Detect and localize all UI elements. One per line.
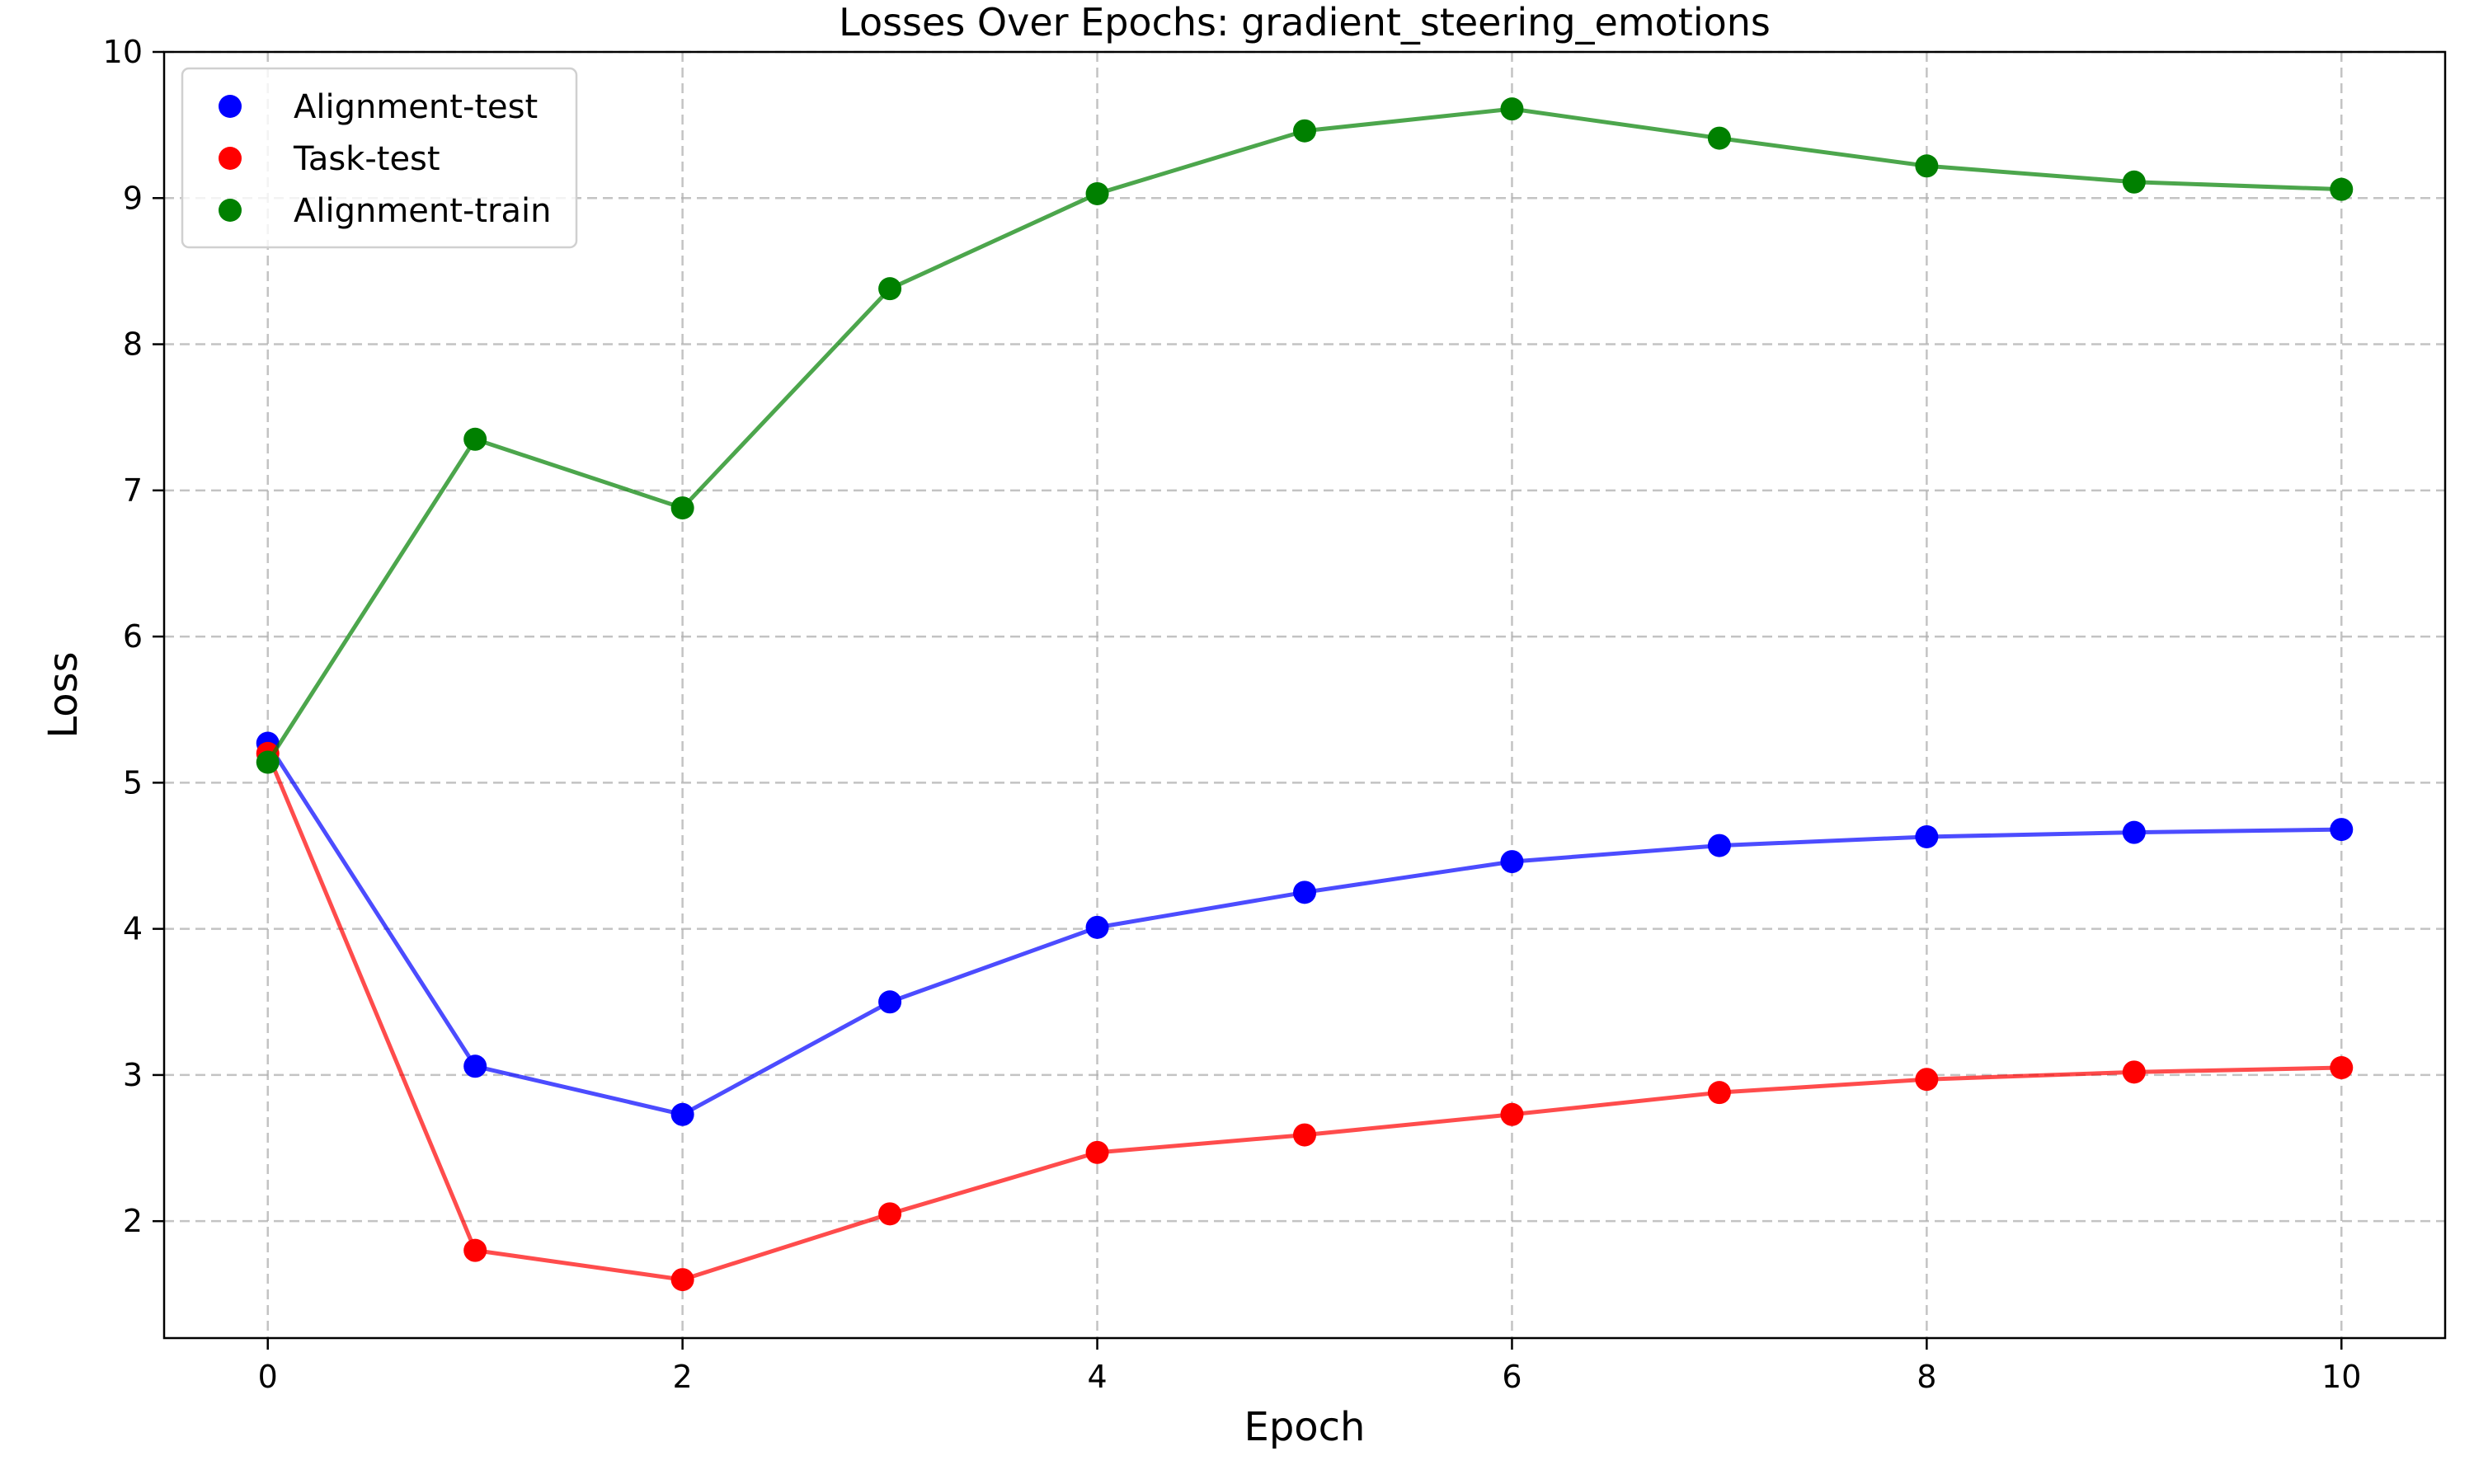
data-point-alignment-test bbox=[1707, 834, 1731, 857]
x-tick-label: 6 bbox=[1502, 1359, 1522, 1395]
y-axis-label: Loss bbox=[40, 651, 87, 738]
legend-box bbox=[181, 67, 578, 249]
legend-label-alignment-test: Alignment-test bbox=[294, 88, 538, 126]
legend-marker-task-test bbox=[219, 147, 242, 170]
y-tick-label: 8 bbox=[123, 326, 143, 363]
data-point-alignment-test bbox=[878, 990, 902, 1014]
y-tick-label: 2 bbox=[123, 1203, 143, 1239]
x-tick-label: 8 bbox=[1917, 1359, 1936, 1395]
plot-series bbox=[256, 97, 2354, 1292]
series-line-alignment-train bbox=[266, 106, 2342, 763]
data-point-alignment-train bbox=[1915, 154, 1939, 178]
data-point-task-test bbox=[1915, 1068, 1939, 1092]
data-point-alignment-test bbox=[2330, 818, 2354, 842]
data-point-alignment-train bbox=[1500, 97, 1524, 121]
data-point-alignment-train bbox=[2122, 170, 2146, 194]
x-tick-label: 4 bbox=[1087, 1359, 1107, 1395]
data-point-alignment-train bbox=[1085, 181, 1109, 205]
data-point-task-test bbox=[1707, 1081, 1731, 1105]
data-point-task-test bbox=[878, 1202, 902, 1226]
data-point-alignment-test bbox=[1293, 881, 1316, 904]
data-point-task-test bbox=[2122, 1060, 2146, 1084]
data-point-alignment-train bbox=[878, 277, 902, 301]
legend-marker-alignment-train bbox=[219, 199, 242, 222]
data-point-alignment-test bbox=[1085, 915, 1109, 939]
data-point-alignment-train bbox=[2330, 177, 2354, 201]
data-point-alignment-train bbox=[670, 496, 694, 520]
data-point-task-test bbox=[463, 1238, 487, 1262]
x-tick-label: 10 bbox=[2321, 1359, 2361, 1395]
series-line-task-test bbox=[266, 752, 2342, 1282]
data-point-alignment-test bbox=[670, 1102, 694, 1126]
data-point-task-test bbox=[1085, 1140, 1109, 1164]
x-axis-label: Epoch bbox=[1244, 1404, 1366, 1450]
data-point-alignment-train bbox=[463, 427, 487, 451]
legend-label-alignment-train: Alignment-train bbox=[294, 192, 551, 230]
y-tick-label: 3 bbox=[123, 1057, 143, 1093]
data-point-alignment-train bbox=[256, 750, 280, 774]
data-point-alignment-test bbox=[1915, 824, 1939, 848]
data-point-alignment-train bbox=[1293, 119, 1316, 143]
data-point-task-test bbox=[1293, 1123, 1316, 1147]
legend-marker-alignment-test bbox=[219, 95, 242, 118]
x-tick-label: 2 bbox=[673, 1359, 693, 1395]
y-tick-label: 5 bbox=[123, 764, 143, 801]
axis-ticks: 0 2 4 6 8 10 2 3 4 5 6 7 8 9 10 bbox=[103, 34, 2362, 1395]
data-point-alignment-train bbox=[1707, 126, 1731, 150]
chart-title: Losses Over Epochs: gradient_steering_em… bbox=[839, 0, 1771, 45]
data-point-alignment-test bbox=[463, 1054, 487, 1078]
data-point-task-test bbox=[1500, 1102, 1524, 1126]
data-point-alignment-test bbox=[2122, 820, 2146, 844]
y-tick-label: 9 bbox=[123, 180, 143, 216]
series-alignment-train bbox=[256, 97, 2354, 774]
data-point-alignment-test bbox=[1500, 850, 1524, 874]
data-point-task-test bbox=[2330, 1056, 2354, 1080]
legend: Alignment-test Task-test Alignment-train bbox=[181, 67, 578, 249]
y-tick-label: 10 bbox=[103, 34, 143, 70]
data-point-task-test bbox=[670, 1268, 694, 1292]
x-tick-label: 0 bbox=[258, 1359, 278, 1395]
y-tick-label: 6 bbox=[123, 618, 143, 655]
y-tick-label: 7 bbox=[123, 472, 143, 509]
y-tick-label: 4 bbox=[123, 911, 143, 947]
axes-frame bbox=[162, 50, 2447, 1340]
series-task-test bbox=[256, 741, 2354, 1292]
legend-label-task-test: Task-test bbox=[293, 140, 440, 178]
